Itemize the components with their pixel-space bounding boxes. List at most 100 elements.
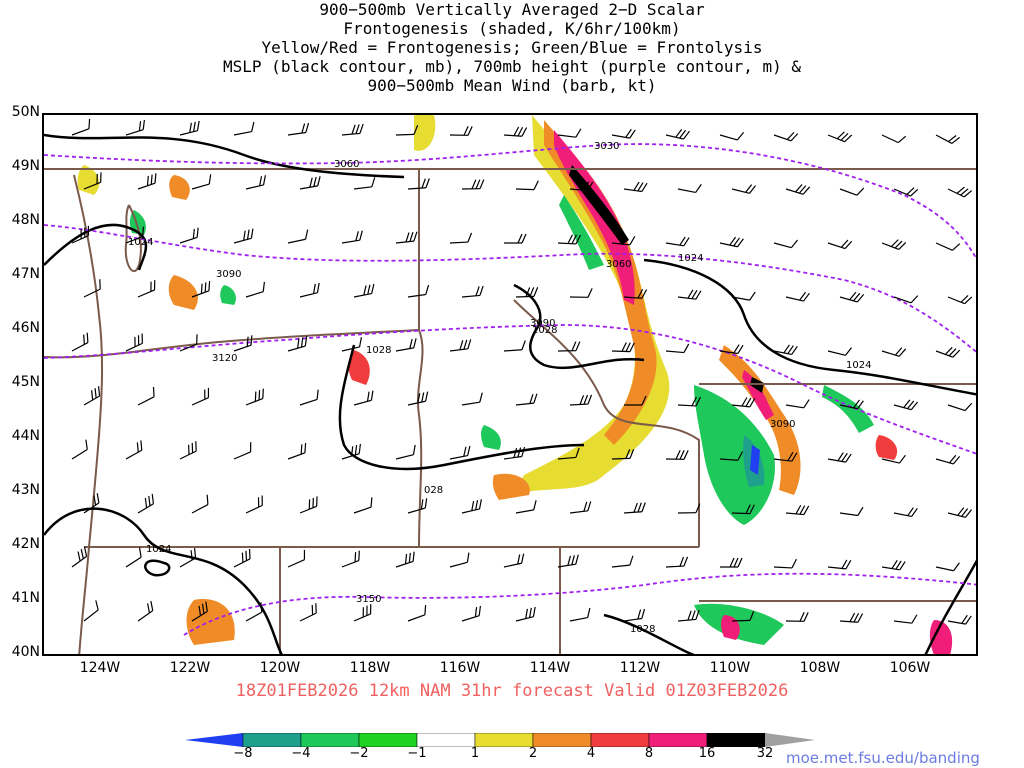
or-id-border [417, 329, 424, 548]
wind-barb [245, 388, 264, 406]
wind-barb [839, 506, 864, 517]
wind-barb [503, 553, 525, 568]
wind-barb [407, 284, 430, 298]
colorbar-segment [590, 733, 650, 747]
wind-barb [179, 441, 197, 460]
wind-barb [83, 279, 101, 298]
frontogenesis-patch [414, 115, 436, 151]
wind-barb [461, 285, 484, 298]
colorbar-segment [185, 733, 243, 747]
mslp-contour-label: 1024 [128, 237, 153, 248]
wind-barb [191, 280, 211, 298]
wind-barb [245, 281, 266, 298]
wind-barb [893, 399, 919, 411]
wind-barb [125, 547, 142, 568]
lat-label: 44N [11, 428, 40, 444]
lat-label: 48N [11, 212, 40, 228]
wind-barb [557, 447, 580, 460]
height-contour-label: 3120 [212, 353, 237, 364]
wind-barb [893, 187, 919, 197]
mslp-contours [44, 133, 976, 654]
height-contour-label: 3090 [216, 269, 241, 280]
wind-barb [125, 333, 143, 352]
wind-barb [353, 177, 376, 190]
wind-barb [233, 548, 251, 568]
wind-barb [827, 239, 853, 250]
colorbar-segment [242, 733, 302, 747]
wind-barb [179, 120, 200, 136]
lat-label: 47N [11, 266, 40, 282]
wind-barb [557, 554, 579, 568]
mslp-contour-label: 1024 [678, 253, 703, 264]
contour-labels: 3060 3030 3090 3060 3120 3090 3150 3090 … [128, 141, 871, 635]
wind-barb [83, 386, 101, 406]
wind-barb [125, 119, 146, 136]
wind-barb [515, 606, 536, 622]
frontogenesis-patch [929, 620, 953, 654]
mslp-contour-label: 1028 [630, 624, 655, 635]
id-mt-border [513, 299, 700, 547]
wind-barb [827, 452, 852, 463]
lon-label: 106W [889, 660, 931, 676]
lon-label: 122W [169, 660, 211, 676]
wind-barb [624, 395, 647, 406]
wind-barb [947, 402, 973, 412]
or-wa-border [44, 329, 420, 359]
wind-barb [665, 236, 690, 247]
mslp-contour [44, 507, 283, 654]
colorbar-tick-label: 4 [586, 746, 596, 761]
wind-barb [773, 131, 799, 142]
wind-barb [83, 600, 99, 622]
mslp-contour-label: 1028 [532, 325, 557, 336]
wind-barb [623, 288, 648, 299]
wind-barb [395, 125, 419, 136]
wind-barb [839, 291, 865, 303]
colorbar-segment [648, 733, 708, 747]
wind-barb [71, 118, 91, 136]
wind-barb [341, 550, 360, 568]
height-contour-label: 3090 [770, 419, 795, 430]
frontogenesis-patch [169, 175, 190, 200]
wind-barb [407, 391, 429, 406]
wind-barb [623, 502, 646, 514]
colorbar-tick-label: 8 [644, 746, 654, 761]
height-contour [44, 224, 976, 353]
wind-barb [827, 347, 852, 356]
lat-label: 45N [11, 374, 40, 390]
wind-barb [947, 614, 972, 625]
mslp-contour [44, 223, 148, 271]
wind-barb [395, 444, 416, 460]
wind-barb [720, 557, 743, 568]
frontogenesis-core [569, 165, 629, 245]
wind-barb [881, 134, 907, 144]
wind-barb [677, 184, 702, 194]
source-credit-link[interactable]: moe.met.fsu.edu/banding [786, 749, 980, 767]
frontolysis-area [481, 425, 501, 450]
wind-barb [731, 504, 755, 515]
lat-label: 40N [11, 644, 40, 660]
lat-label: 42N [11, 536, 40, 552]
lon-label: 108W [799, 660, 841, 676]
wind-barb [299, 603, 317, 622]
wind-barb [827, 131, 853, 143]
colorbar-tick-label: 2 [528, 746, 538, 761]
wind-barb [785, 612, 809, 622]
title-line-5: 900−500mb Mean Wind (barb, kt) [367, 76, 657, 95]
wind-barb [503, 340, 526, 352]
wind-barb [341, 123, 364, 136]
wind-barb [881, 454, 906, 464]
wind-barb [125, 440, 143, 460]
wind-barb [299, 389, 319, 406]
wind-barb [287, 549, 306, 568]
lon-label: 118W [349, 660, 391, 676]
wind-barb [353, 283, 375, 298]
wind-barb [515, 393, 538, 406]
colorbar-segment [416, 733, 476, 747]
wind-barb [245, 175, 267, 190]
mslp-contour [513, 283, 645, 370]
wind-barb [677, 609, 700, 622]
wind-barb [785, 504, 810, 516]
wind-barb [71, 225, 90, 244]
wind-barb [569, 607, 591, 622]
